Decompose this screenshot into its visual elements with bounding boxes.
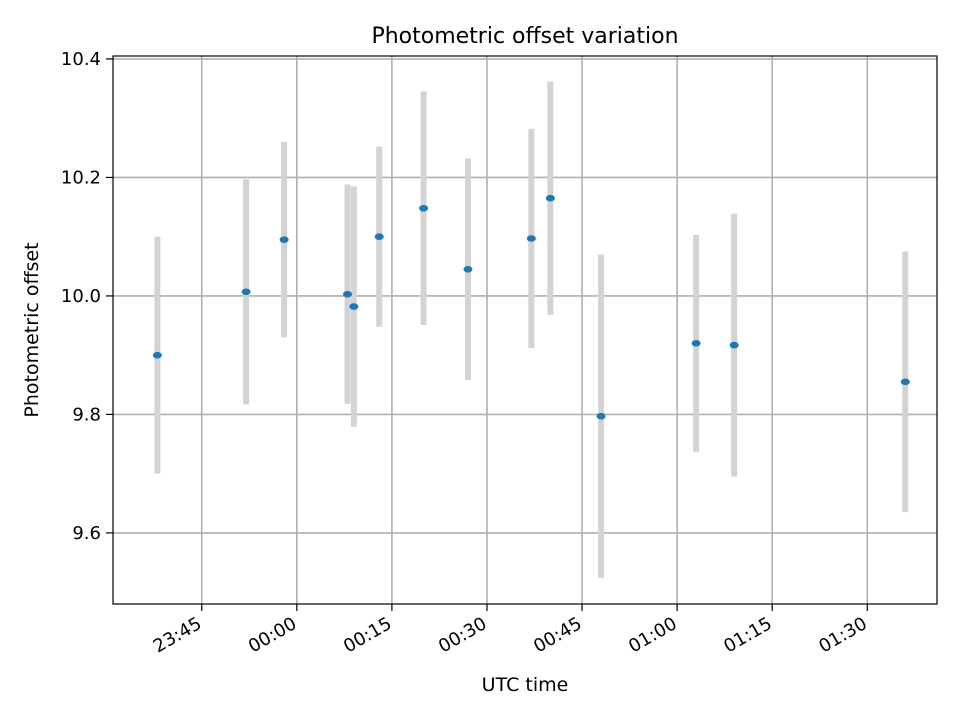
x-tick-label: 23:45 [150,613,205,657]
y-tick-label: 10.2 [61,167,101,188]
data-point [729,341,739,349]
data-point [343,290,353,298]
x-tick-label: 01:30 [815,613,870,657]
data-point [374,233,384,240]
data-point [691,340,701,347]
data-points [152,194,910,420]
y-tick-label: 10.4 [61,49,101,70]
y-axis-ticks: 9.6 9.8 10.0 10.2 10.4 [61,49,113,544]
plot-frame [112,55,938,605]
x-tick-label: 01:00 [625,613,680,657]
data-point [349,303,359,310]
data-point [545,194,555,202]
x-tick-label: 00:30 [435,613,490,657]
grid [113,56,937,604]
data-point [419,204,429,212]
y-tick-label: 9.6 [72,523,101,544]
x-tick-label: 00:00 [245,613,300,657]
y-tick-label: 9.8 [72,404,101,425]
y-axis-label: Photometric offset [21,242,43,417]
data-point [152,351,162,359]
data-point [241,288,251,296]
x-axis-ticks: 23:45 00:00 00:15 00:30 00:45 01:00 01:15 01:30 [150,604,871,657]
data-point [596,412,606,420]
y-tick-label: 10.0 [61,286,101,307]
error-bars [154,81,909,578]
x-tick-label: 00:15 [340,613,395,657]
data-point [463,265,473,273]
data-point [279,236,289,243]
data-point [526,235,536,242]
x-tick-label: 00:45 [530,613,585,657]
x-tick-label: 01:15 [720,613,775,657]
x-axis-label: UTC time [482,674,569,696]
chart-title: Photometric offset variation [371,24,678,49]
data-point [900,378,910,386]
